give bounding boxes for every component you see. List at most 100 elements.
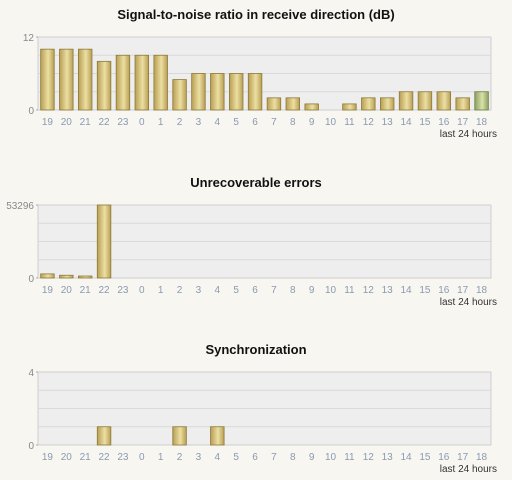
x-tick-label: 20	[61, 452, 73, 463]
chart-snr: Signal-to-noise ratio in receive directi…	[0, 0, 512, 150]
x-tick-label: 9	[309, 452, 315, 463]
x-tick-label: 10	[325, 117, 337, 128]
x-tick-label: 7	[271, 452, 277, 463]
x-tick-label: 21	[80, 285, 92, 296]
x-tick-label: 7	[271, 117, 277, 128]
x-tick-label: 19	[42, 285, 54, 296]
y-tick-label: 12	[23, 33, 35, 44]
y-tick-label: 0	[28, 106, 34, 117]
x-tick-label: 14	[401, 452, 413, 463]
x-tick-label: 18	[476, 285, 488, 296]
bar	[96, 60, 112, 111]
bar	[172, 79, 187, 111]
x-tick-label: 7	[271, 285, 277, 296]
y-tick-label: 0	[28, 274, 34, 285]
bar	[417, 91, 433, 111]
x-tick-label: 8	[290, 117, 296, 128]
bar	[210, 73, 225, 111]
x-tick-label: 6	[252, 452, 258, 463]
x-tick-label: 4	[215, 285, 221, 296]
bar	[40, 48, 55, 111]
x-tick-label: 21	[80, 117, 92, 128]
x-tick-label: 23	[117, 452, 129, 463]
x-tick-label: 2	[177, 452, 183, 463]
chart-errors: Unrecoverable errors 0 53296 19 20 21 22 23 0 1 2…	[0, 168, 512, 318]
x-tick-label: 18	[476, 452, 488, 463]
x-tick-label: 12	[363, 452, 375, 463]
x-tick-label: 15	[419, 452, 431, 463]
bar	[342, 103, 357, 111]
x-axis-label: last 24 hours	[440, 129, 497, 140]
x-tick-label: 15	[419, 117, 431, 128]
x-tick-label: 11	[344, 452, 355, 463]
bar	[455, 97, 470, 111]
x-axis-label: last 24 hours	[440, 464, 497, 475]
chart-sync: Synchronization 0 4 19 20 21 22 23 0 1 2 3 4 5 6 7 8 9 10…	[0, 335, 512, 480]
x-tick-label: 0	[139, 285, 145, 296]
bar	[474, 91, 489, 111]
bar	[115, 54, 131, 111]
x-tick-label: 3	[196, 285, 202, 296]
bar	[59, 274, 74, 279]
x-tick-label: 0	[139, 452, 145, 463]
y-tick-label: 0	[28, 441, 34, 452]
x-tick-label: 10	[325, 285, 337, 296]
bar	[59, 48, 74, 111]
bar	[436, 91, 452, 111]
x-tick-label: 16	[438, 117, 450, 128]
x-tick-label: 11	[344, 285, 355, 296]
x-tick-label: 10	[325, 452, 337, 463]
x-tick-label: 0	[139, 117, 145, 128]
x-tick-label: 3	[196, 117, 202, 128]
x-tick-label: 19	[42, 117, 54, 128]
x-tick-label: 17	[457, 452, 469, 463]
x-tick-label: 9	[309, 285, 315, 296]
bar	[96, 204, 112, 279]
x-tick-label: 16	[438, 285, 450, 296]
x-tick-label: 13	[382, 117, 394, 128]
bar	[228, 73, 244, 111]
x-tick-label: 19	[42, 452, 54, 463]
x-tick-label: 15	[419, 285, 431, 296]
bar	[77, 275, 93, 279]
x-tick-label: 2	[177, 285, 183, 296]
x-tick-label: 1	[158, 285, 164, 296]
bar	[361, 97, 376, 111]
x-tick-label: 16	[438, 452, 450, 463]
bar	[210, 426, 225, 446]
chart-title: Unrecoverable errors	[190, 175, 322, 190]
y-tick-label: 4	[28, 368, 34, 379]
x-tick-label: 1	[158, 452, 164, 463]
x-tick-label: 3	[196, 452, 202, 463]
x-tick-label: 6	[252, 117, 258, 128]
bar	[77, 48, 93, 111]
bar	[191, 73, 206, 111]
bar	[134, 54, 150, 111]
x-tick-label: 9	[309, 117, 315, 128]
x-tick-label: 22	[99, 117, 111, 128]
x-tick-label: 18	[476, 117, 488, 128]
x-tick-label: 17	[457, 285, 469, 296]
chart-title: Signal-to-noise ratio in receive directi…	[117, 7, 395, 22]
x-tick-label: 2	[177, 117, 183, 128]
x-tick-label: 5	[233, 452, 239, 463]
x-tick-label: 6	[252, 285, 258, 296]
x-tick-label: 23	[117, 285, 129, 296]
bar	[304, 103, 319, 111]
x-tick-label: 12	[363, 117, 375, 128]
chart-title: Synchronization	[205, 342, 307, 357]
x-tick-label: 1	[158, 117, 164, 128]
x-tick-label: 5	[233, 117, 239, 128]
x-tick-label: 5	[233, 285, 239, 296]
x-tick-label: 14	[401, 117, 413, 128]
x-tick-label: 23	[117, 117, 129, 128]
x-tick-label: 20	[61, 117, 73, 128]
x-tick-label: 4	[215, 117, 221, 128]
x-tick-label: 13	[382, 452, 394, 463]
bar	[172, 426, 187, 446]
bar	[266, 97, 282, 111]
x-tick-label: 21	[80, 452, 92, 463]
